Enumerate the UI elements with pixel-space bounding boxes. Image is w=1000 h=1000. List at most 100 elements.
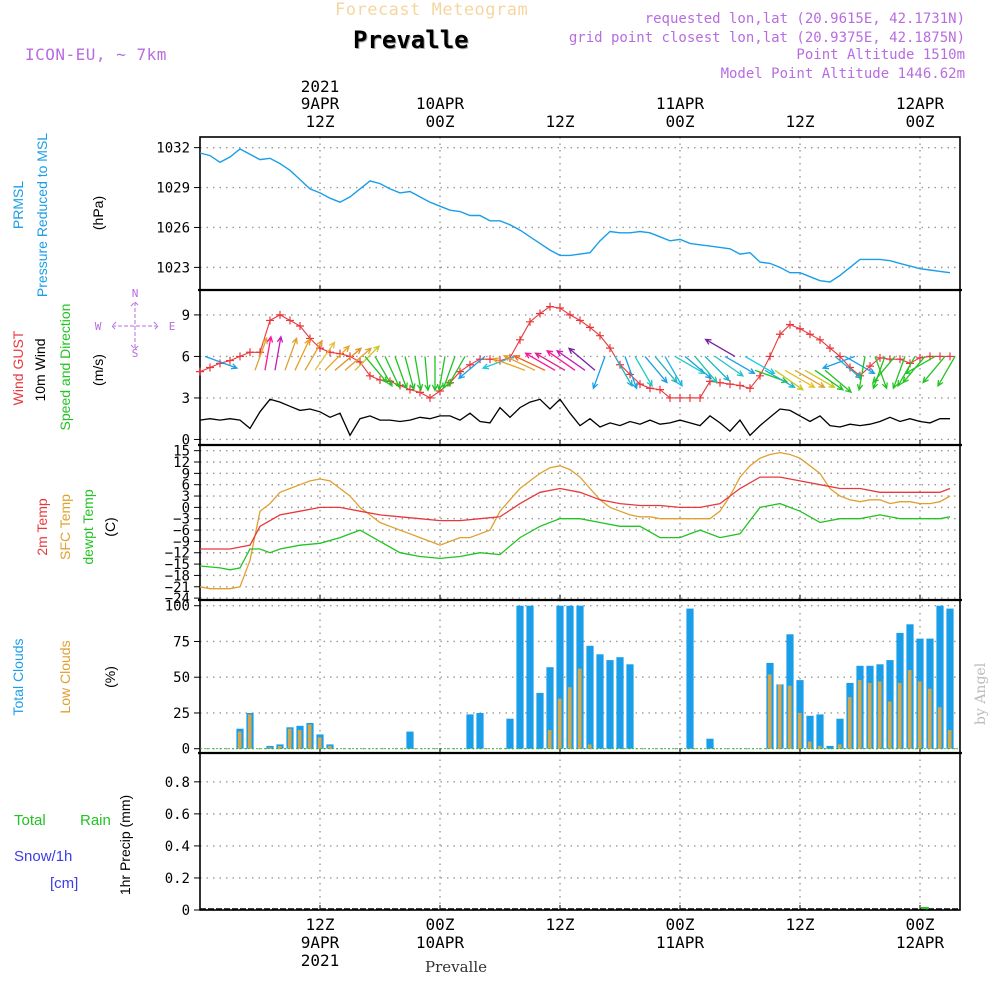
total-cloud-bar: [516, 605, 524, 749]
y-tick-label: 0: [182, 500, 190, 516]
wind-arrow: [764, 369, 796, 389]
time-label-date: 11APR: [656, 94, 705, 113]
precip-label-snow: Snow/1h: [14, 848, 72, 865]
gust-marker: [546, 302, 554, 311]
low-cloud-bar: [947, 730, 952, 749]
model-altitude: Model Point Altitude 1446.62m: [721, 66, 965, 82]
y-tick-label: 6: [182, 478, 190, 494]
dewpoint-line: [199, 502, 951, 571]
gust-marker: [336, 349, 344, 358]
pressure-label-unit: (hPa): [90, 196, 106, 230]
sfc-temp-line: [199, 451, 951, 590]
wind-arrow: [937, 356, 956, 388]
low-cloud-bar: [807, 741, 812, 749]
wind-arrow: [384, 356, 401, 389]
wind-arrow: [774, 369, 805, 391]
clouds-label-low: Low Clouds: [57, 640, 73, 713]
y-tick-label: 0.8: [165, 775, 190, 791]
low-cloud-bar: [877, 681, 882, 749]
total-cloud-bar: [606, 660, 614, 749]
wind-arrow: [491, 357, 526, 371]
gust-marker: [796, 324, 804, 333]
precip-label-cm: [cm]: [50, 875, 78, 892]
gust-marker: [596, 331, 604, 340]
gust-marker: [346, 352, 354, 361]
y-tick-label: 1026: [156, 220, 190, 236]
time-label-date: 10APR: [416, 94, 465, 113]
wind-arrow: [922, 355, 946, 384]
wind-arrow: [824, 369, 853, 394]
wind-arrow: [334, 347, 363, 371]
y-tick-label: 3: [182, 391, 190, 407]
wind-arrow: [344, 347, 373, 371]
wind-arrow: [902, 355, 926, 384]
precip-label-rain: Rain: [80, 812, 111, 829]
pressure-series: [199, 148, 951, 283]
gust-marker: [816, 335, 824, 344]
wind-arrow: [512, 355, 546, 371]
low-cloud-bar: [327, 745, 332, 749]
time-label-date: 11APR: [656, 933, 705, 952]
wind-arrow: [674, 355, 706, 375]
wind-arrow: [502, 355, 536, 371]
temp-label-sfc: SFC Temp: [57, 494, 73, 560]
gust-marker: [426, 393, 434, 402]
low-cloud-bar: [307, 724, 312, 749]
time-label-date: 12APR: [896, 933, 945, 952]
y-tick-label: 0: [182, 903, 190, 919]
y-tick-label: −6: [173, 523, 190, 539]
gust-marker: [516, 335, 524, 344]
wind-arrow: [614, 356, 633, 388]
y-tick-label: 1023: [156, 260, 190, 276]
gust-marker: [536, 309, 544, 318]
low-cloud-bar: [907, 670, 912, 749]
time-label-hour: 12Z: [306, 915, 335, 934]
panel-wind: 0 3 6 9: [182, 289, 961, 448]
low-cloud-bar: [887, 701, 892, 749]
low-cloud-bar: [857, 680, 862, 749]
panel-precip: 0 0.2 0.4 0.6 0.8: [165, 752, 961, 919]
total-cloud-bar: [466, 714, 474, 749]
total-cloud-bar: [546, 667, 554, 749]
time-label-hour: 00Z: [906, 915, 935, 934]
wind-arrow: [431, 356, 439, 392]
gust-marker: [266, 316, 274, 325]
low-cloud-bar: [277, 745, 282, 749]
wind-arrow: [892, 356, 906, 390]
wind-arrow: [424, 356, 431, 392]
low-cloud-bar: [817, 745, 822, 749]
low-cloud-bar: [247, 714, 252, 749]
gust-marker: [606, 344, 614, 353]
gust-marker: [646, 384, 654, 393]
pressure-label-prmsl: PRMSL: [10, 181, 26, 229]
y-tick-label: 25: [173, 706, 190, 722]
time-label-date: 9APR: [301, 94, 340, 113]
y-tick-label: −21: [165, 580, 190, 596]
gust-marker: [666, 393, 674, 402]
time-label-hour: 00Z: [426, 915, 455, 934]
low-cloud-bar: [777, 684, 782, 749]
total-cloud-bar: [536, 692, 544, 749]
gust-marker: [456, 367, 464, 376]
wind-arrow: [404, 356, 416, 391]
time-label-year: 2021: [301, 77, 340, 96]
total-cloud-bar: [936, 605, 944, 749]
total-cloud-bar: [476, 713, 484, 749]
wind-arrow: [794, 369, 826, 389]
gust-marker: [686, 393, 694, 402]
total-cloud-bar: [586, 645, 594, 749]
y-tick-label: 6: [182, 349, 190, 365]
low-cloud-bar: [287, 728, 292, 749]
wind-arrow: [294, 338, 311, 371]
bottom-location: Prevalle: [425, 958, 487, 976]
gust-marker: [776, 330, 784, 339]
wind-arrow: [704, 355, 731, 382]
wind-label-speed-dir: Speed and Direction: [57, 304, 73, 431]
wind-arrow: [324, 345, 351, 371]
time-label-date: 12APR: [896, 94, 945, 113]
compass-e: E: [169, 320, 176, 333]
y-tick-label: 3: [182, 489, 190, 505]
time-label-hour: 00Z: [906, 112, 935, 131]
